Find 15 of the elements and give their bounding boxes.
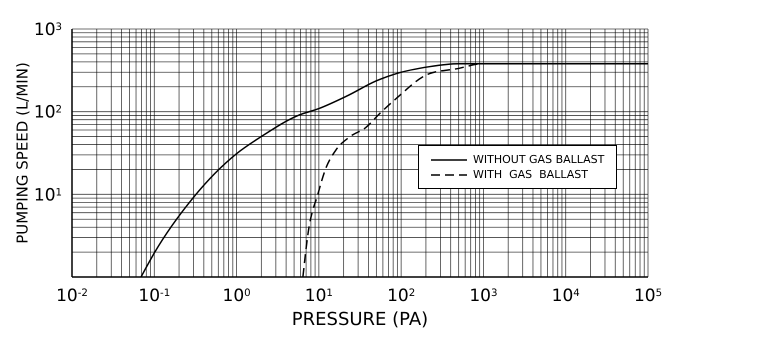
- y-axis-title: PUMPING SPEED (L/MIN): [13, 62, 32, 244]
- x-axis-title: PRESSURE (PA): [292, 309, 428, 330]
- x-tick-label: 10$^{1}$: [304, 286, 333, 306]
- legend-label: WITHOUT GAS BALLAST: [473, 152, 604, 167]
- x-tick-label: 10$^{2}$: [387, 286, 416, 306]
- y-tick-label: 10$^{2}$: [34, 102, 62, 123]
- x-tick-label: 10$^{-2}$: [56, 286, 88, 306]
- x-tick-label: 10$^{5}$: [634, 286, 662, 306]
- legend-label: WITH GAS BALLAST: [473, 167, 588, 182]
- x-tick-label: 10$^{-1}$: [138, 286, 170, 306]
- y-tick-label: 10$^{3}$: [34, 20, 62, 40]
- x-tick-label: 10$^{0}$: [222, 286, 251, 306]
- x-tick-label: 10$^{4}$: [552, 286, 580, 306]
- y-tick-label: 10$^{1}$: [34, 185, 62, 206]
- x-tick-label: 10$^{3}$: [469, 286, 498, 306]
